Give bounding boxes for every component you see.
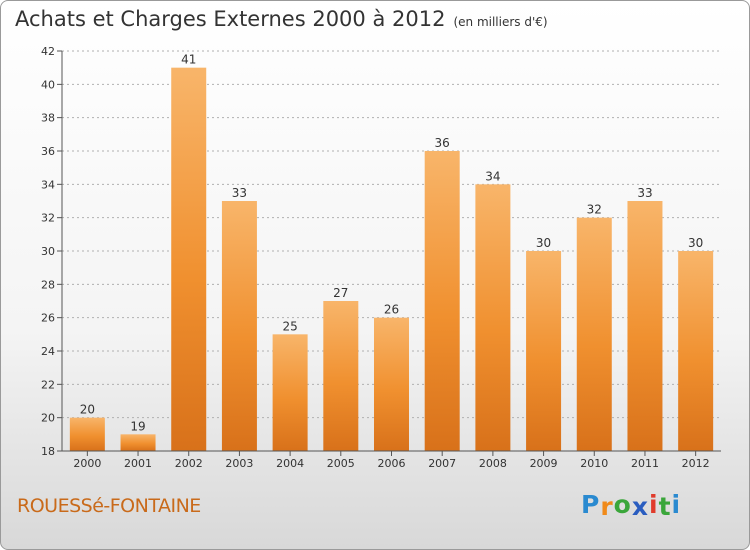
x-tick-label: 2000	[73, 457, 101, 470]
bar	[171, 67, 207, 452]
y-tick-label: 32	[41, 212, 55, 225]
bar	[678, 251, 714, 451]
bars	[69, 67, 714, 452]
y-tick-label: 26	[41, 312, 55, 325]
x-tick-label: 2003	[225, 457, 253, 470]
data-label: 26	[384, 303, 399, 317]
bar	[374, 317, 409, 451]
data-label: 20	[80, 403, 95, 417]
logo-letter: t	[658, 492, 672, 521]
x-tick-label: 2010	[580, 457, 608, 470]
x-tick-label: 2005	[327, 457, 355, 470]
logo-letter: o	[613, 490, 632, 519]
x-tick-label: 2006	[378, 457, 406, 470]
data-label: 41	[181, 53, 196, 67]
y-tick-label: 30	[41, 245, 55, 258]
data-label: 30	[536, 236, 551, 250]
logo-letter: i	[649, 490, 659, 519]
y-tick-label: 42	[41, 45, 55, 58]
y-tick-label: 40	[41, 78, 55, 91]
data-label: 34	[485, 169, 500, 183]
y-tick-label: 18	[41, 445, 55, 458]
data-label: 33	[232, 186, 247, 200]
y-tick-label: 24	[41, 345, 55, 358]
y-tick-label: 38	[41, 112, 55, 125]
data-label: 36	[435, 136, 450, 150]
x-tick-label: 2011	[631, 457, 659, 470]
y-tick-label: 28	[41, 278, 55, 291]
logo-letter: P	[581, 490, 601, 519]
y-tick-label: 20	[41, 412, 55, 425]
x-tick-label: 2008	[479, 457, 507, 470]
bar	[627, 201, 663, 451]
x-tick-label: 2007	[428, 457, 456, 470]
x-tick-label: 2009	[530, 457, 558, 470]
x-tick-label: 2012	[682, 457, 710, 470]
data-label: 27	[333, 286, 348, 300]
bar	[424, 151, 460, 451]
commune-name: ROUESSé-FONTAINE	[17, 495, 201, 517]
bar	[475, 184, 511, 452]
x-tick-label: 2002	[175, 457, 203, 470]
bar	[576, 217, 612, 451]
bar	[526, 251, 562, 451]
data-label: 25	[282, 319, 297, 333]
labels: 18 20 22 24 26 28 30 32 34 36 38 40 42 20 2000 19 2001 41…	[41, 45, 710, 470]
y-tick-label: 34	[41, 178, 55, 191]
bar	[221, 201, 257, 451]
bar	[272, 334, 308, 451]
bar	[120, 434, 156, 451]
data-label: 33	[637, 186, 652, 200]
data-label: 32	[587, 203, 602, 217]
bar	[69, 417, 105, 451]
title-unit: (en milliers d'€)	[453, 15, 548, 29]
x-tick-label: 2001	[124, 457, 152, 470]
bar	[323, 301, 359, 451]
chart-title: Achats et Charges Externes 2000 à 2012 (e…	[15, 7, 548, 31]
axes	[57, 50, 721, 456]
data-label: 30	[688, 236, 703, 250]
logo-letter: i	[671, 490, 682, 519]
x-tick-label: 2004	[276, 457, 304, 470]
y-tick-label: 36	[41, 145, 55, 158]
data-label: 19	[130, 419, 145, 433]
title-main: Achats et Charges Externes 2000 à 2012	[15, 7, 446, 31]
proxiti-logo: Proxiti	[581, 490, 682, 521]
logo-letter: x	[631, 492, 649, 521]
y-tick-label: 22	[41, 378, 55, 391]
logo-letter: r	[600, 492, 614, 521]
